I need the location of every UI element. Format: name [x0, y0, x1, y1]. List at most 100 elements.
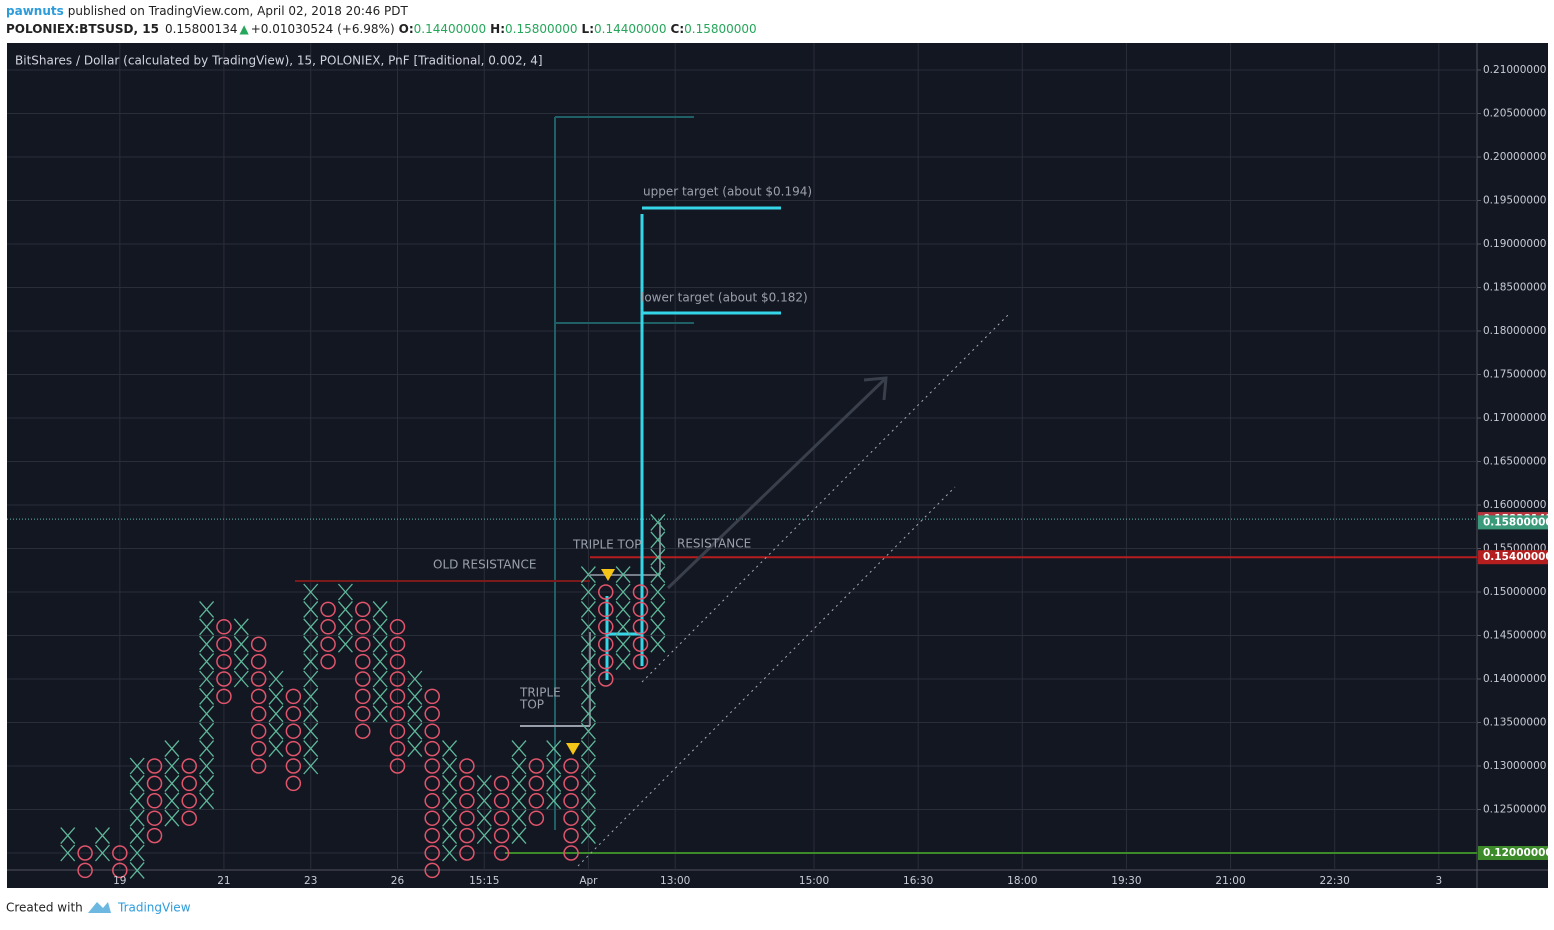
- o-box: [216, 671, 232, 687]
- signal: [601, 569, 615, 581]
- x-box: [546, 757, 562, 775]
- x-box: [199, 757, 215, 775]
- o-box: [250, 688, 267, 705]
- o-box: [563, 758, 579, 774]
- o-box: [77, 862, 93, 879]
- o-box: [285, 688, 302, 705]
- value: 0.14400000: [594, 22, 667, 36]
- x-box: [476, 792, 492, 810]
- o-box: [250, 636, 267, 652]
- y-tick-label: 0.19500000: [1483, 194, 1546, 206]
- x-box: [615, 566, 631, 584]
- o-box: [250, 671, 267, 687]
- o-box: [320, 653, 336, 670]
- x-box: [546, 740, 562, 758]
- o-box: [563, 775, 579, 792]
- x-box: [94, 844, 110, 862]
- x-box: [580, 687, 596, 705]
- author: pawnuts: [6, 4, 64, 18]
- x-box: [442, 809, 458, 827]
- x-box: [199, 722, 215, 740]
- o-box: [216, 653, 232, 670]
- x-box: [372, 635, 388, 653]
- x-tick-label: 21: [217, 875, 230, 887]
- x-box: [372, 705, 388, 723]
- o-box: [424, 827, 440, 844]
- pnf-columns: [60, 513, 666, 879]
- pnf-column: [476, 774, 492, 845]
- x-box: [164, 740, 180, 758]
- o-box: [493, 775, 510, 792]
- o-box: [563, 827, 579, 844]
- o-box: [285, 706, 302, 722]
- o-box: [250, 740, 267, 757]
- pnf-column: [650, 513, 666, 653]
- o-box: [424, 688, 440, 705]
- x-box: [650, 600, 666, 618]
- footer-brand: TradingView: [117, 901, 191, 915]
- x-box: [615, 583, 631, 601]
- o-box: [528, 758, 545, 774]
- x-box: [199, 740, 215, 758]
- o-box: [598, 601, 614, 618]
- x-box: [580, 566, 596, 584]
- x-box: [580, 600, 596, 618]
- x-box: [511, 809, 527, 827]
- x-box: [303, 583, 319, 601]
- x-box: [303, 670, 319, 688]
- y-tick-label: 0.17500000: [1483, 368, 1546, 380]
- annotation: OLD RESISTANCE: [433, 558, 536, 572]
- x-box: [268, 740, 284, 758]
- label: H:: [490, 22, 505, 36]
- o-box: [112, 845, 128, 861]
- x-box: [199, 600, 215, 618]
- x-box: [650, 618, 666, 636]
- o-box: [563, 845, 579, 861]
- o-box: [355, 688, 371, 705]
- x-box: [164, 809, 180, 827]
- x-box: [164, 792, 180, 810]
- arrow: ▲: [239, 22, 249, 36]
- x-box: [60, 844, 76, 862]
- o-box: [424, 723, 440, 739]
- x-box: [129, 844, 145, 862]
- o-box: [459, 827, 475, 844]
- chart-bg: [7, 43, 1548, 888]
- x-box: [129, 792, 145, 810]
- y-tick-label: 0.13500000: [1483, 716, 1546, 728]
- o-box: [181, 793, 197, 809]
- x-box: [580, 809, 596, 827]
- x-box: [199, 792, 215, 810]
- pnf-column: [580, 566, 596, 845]
- y-tick-label: 0.15000000: [1483, 586, 1546, 598]
- x-box: [164, 774, 180, 792]
- o-box: [320, 601, 336, 618]
- o-box: [632, 601, 649, 618]
- x-box: [580, 792, 596, 810]
- x-box: [233, 670, 249, 688]
- o-box: [424, 862, 440, 879]
- annotation: TRIPLE TOP: [572, 538, 642, 552]
- pnf-column: [181, 758, 197, 826]
- o-box: [598, 636, 614, 652]
- x-box: [303, 705, 319, 723]
- pnf-column: [563, 758, 579, 861]
- pnf-column: [459, 758, 475, 861]
- o-box: [146, 775, 163, 792]
- o-box: [216, 688, 232, 705]
- o-box: [563, 810, 579, 826]
- y-tick-label: 0.16000000: [1483, 499, 1546, 511]
- pnf-column: [493, 775, 510, 861]
- x-box: [372, 618, 388, 636]
- o-box: [355, 723, 371, 739]
- axes: 0.12000000 0.12500000 0.13000000 0.13500000…: [113, 64, 1553, 887]
- o-box: [598, 671, 614, 687]
- x-box: [199, 618, 215, 636]
- signal: [566, 743, 580, 755]
- x-box: [580, 583, 596, 601]
- x-box: [372, 687, 388, 705]
- o-box: [389, 688, 406, 705]
- o-box: [250, 723, 267, 739]
- o-box: [528, 810, 545, 826]
